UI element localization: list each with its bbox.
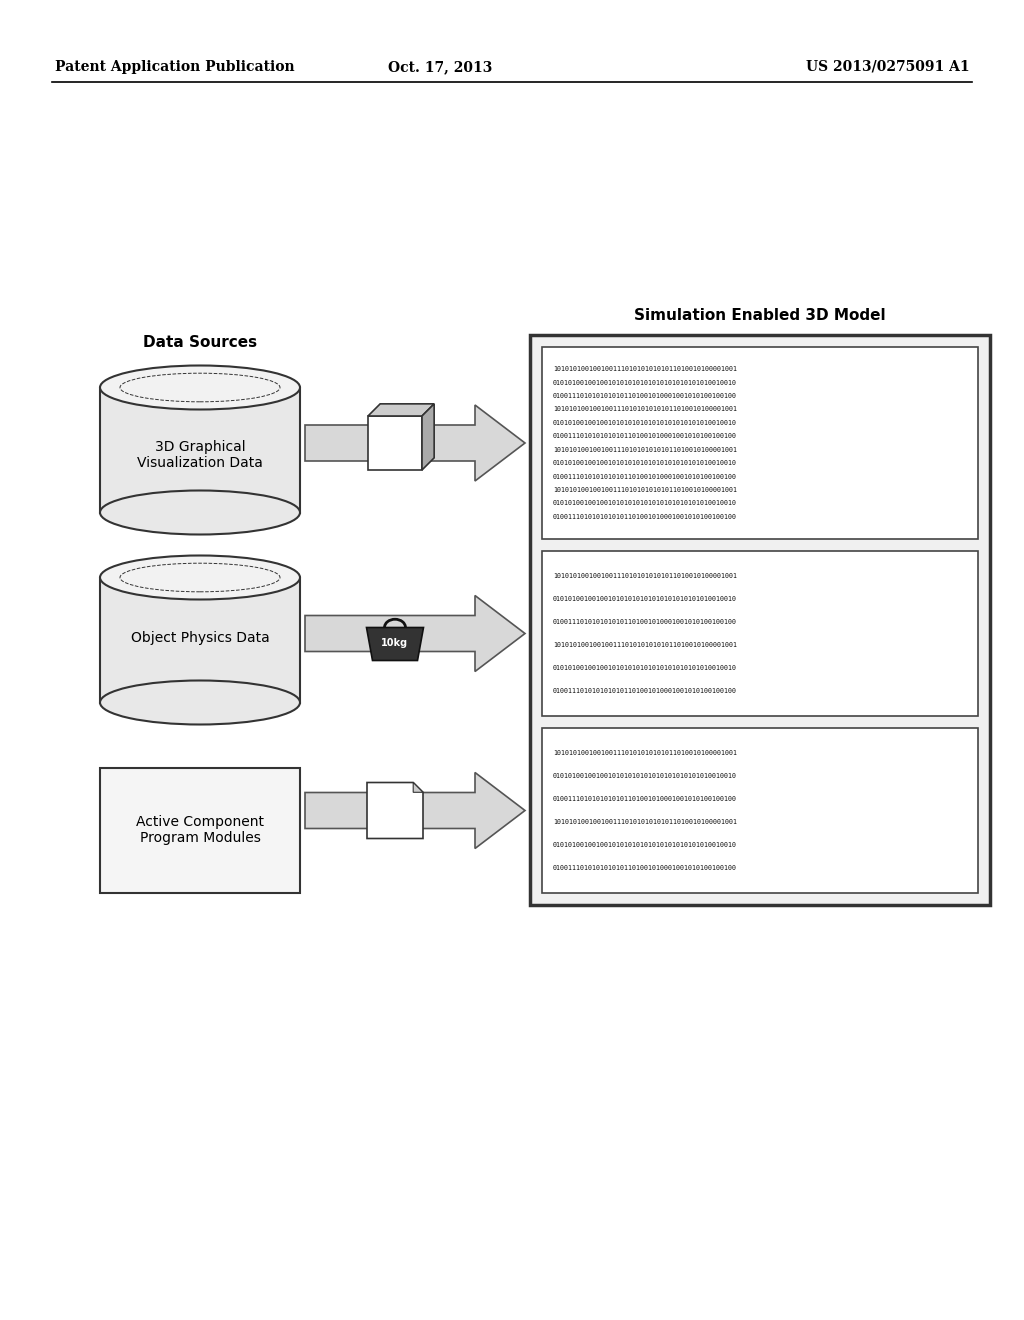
Text: 0100111010101010101101001010001001010100100100: 0100111010101010101101001010001001010100… (553, 619, 737, 624)
Text: 1010101001001001110101010101011010010100001001: 1010101001001001110101010101011010010100… (553, 366, 737, 372)
Text: 0101010010010010101010101010101010101010010010: 0101010010010010101010101010101010101010… (553, 842, 737, 849)
Text: 0100111010101010101101001010001001010100100100: 0100111010101010101101001010001001010100… (553, 796, 737, 803)
Text: 3D Graphical
Visualization Data: 3D Graphical Visualization Data (137, 440, 263, 470)
Text: 10kg: 10kg (381, 638, 409, 648)
Text: 0101010010010010101010101010101010101010010010: 0101010010010010101010101010101010101010… (553, 500, 737, 507)
Text: 0101010010010010101010101010101010101010010010: 0101010010010010101010101010101010101010… (553, 595, 737, 602)
FancyBboxPatch shape (100, 388, 300, 512)
Text: 1010101001001001110101010101011010010100001001: 1010101001001001110101010101011010010100… (553, 818, 737, 825)
Ellipse shape (100, 556, 300, 599)
Text: Patent Application Publication: Patent Application Publication (55, 59, 295, 74)
Text: Oct. 17, 2013: Oct. 17, 2013 (388, 59, 493, 74)
Text: 0100111010101010101101001010001001010100100100: 0100111010101010101101001010001001010100… (553, 474, 737, 479)
Text: 0101010010010010101010101010101010101010010010: 0101010010010010101010101010101010101010… (553, 420, 737, 426)
Ellipse shape (100, 366, 300, 409)
Text: 1010101001001001110101010101011010010100001001: 1010101001001001110101010101011010010100… (553, 642, 737, 648)
Text: 0100111010101010101101001010001001010100100100: 0100111010101010101101001010001001010100… (553, 393, 737, 399)
Polygon shape (305, 595, 525, 672)
Text: Object Physics Data: Object Physics Data (131, 631, 269, 645)
Text: 0100111010101010101101001010001001010100100100: 0100111010101010101101001010001001010100… (553, 433, 737, 440)
Text: 1010101001001001110101010101011010010100001001: 1010101001001001110101010101011010010100… (553, 573, 737, 578)
Polygon shape (305, 405, 525, 480)
Polygon shape (368, 416, 422, 470)
Text: US 2013/0275091 A1: US 2013/0275091 A1 (806, 59, 970, 74)
FancyBboxPatch shape (530, 335, 990, 906)
Polygon shape (368, 404, 434, 416)
Text: Active Component
Program Modules: Active Component Program Modules (136, 814, 264, 845)
Text: 0100111010101010101101001010001001010100100100: 0100111010101010101101001010001001010100… (553, 865, 737, 871)
FancyBboxPatch shape (542, 347, 978, 539)
Text: 1010101001001001110101010101011010010100001001: 1010101001001001110101010101011010010100… (553, 407, 737, 412)
Polygon shape (422, 404, 434, 470)
Text: 1010101001001001110101010101011010010100001001: 1010101001001001110101010101011010010100… (553, 750, 737, 756)
Ellipse shape (100, 681, 300, 725)
Text: 0101010010010010101010101010101010101010010010: 0101010010010010101010101010101010101010… (553, 461, 737, 466)
Text: 0101010010010010101010101010101010101010010010: 0101010010010010101010101010101010101010… (553, 380, 737, 385)
Text: 0100111010101010101101001010001001010100100100: 0100111010101010101101001010001001010100… (553, 688, 737, 694)
Text: Simulation Enabled 3D Model: Simulation Enabled 3D Model (634, 308, 886, 323)
Ellipse shape (100, 491, 300, 535)
Text: 0100111010101010101101001010001001010100100100: 0100111010101010101101001010001001010100… (553, 513, 737, 520)
Polygon shape (367, 783, 423, 838)
FancyBboxPatch shape (542, 550, 978, 715)
Text: 0101010010010010101010101010101010101010010010: 0101010010010010101010101010101010101010… (553, 772, 737, 779)
FancyBboxPatch shape (542, 729, 978, 894)
Polygon shape (414, 783, 423, 792)
FancyBboxPatch shape (100, 578, 300, 702)
Text: 0101010010010010101010101010101010101010010010: 0101010010010010101010101010101010101010… (553, 665, 737, 671)
Text: 1010101001001001110101010101011010010100001001: 1010101001001001110101010101011010010100… (553, 487, 737, 494)
Polygon shape (305, 772, 525, 849)
Polygon shape (367, 627, 424, 660)
FancyBboxPatch shape (100, 767, 300, 892)
Text: Data Sources: Data Sources (143, 335, 257, 350)
Text: 1010101001001001110101010101011010010100001001: 1010101001001001110101010101011010010100… (553, 446, 737, 453)
